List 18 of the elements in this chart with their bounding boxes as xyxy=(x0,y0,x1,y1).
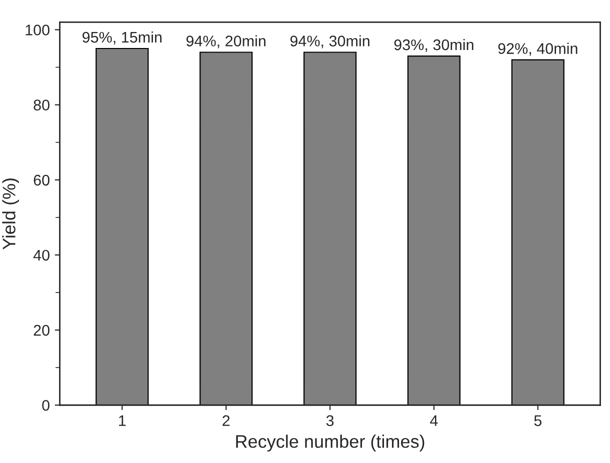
data-label: 94%, 30min xyxy=(290,35,370,48)
x-tick-label: 5 xyxy=(534,415,542,426)
x-tick-label: 1 xyxy=(119,415,126,426)
y-tick-label: 40 xyxy=(33,250,50,261)
data-label: 93%, 30min xyxy=(394,38,474,52)
y-axis-title: Yield (%) xyxy=(2,178,20,250)
data-label: 92%, 40min xyxy=(498,42,578,56)
data-label: 95%, 15min xyxy=(82,31,162,45)
x-tick-label: 3 xyxy=(326,415,334,426)
x-tick-label: 4 xyxy=(430,415,438,426)
x-axis-title: Recycle number (times) xyxy=(236,434,424,452)
x-tick-label: 2 xyxy=(222,415,230,426)
y-tick-label: 0 xyxy=(42,400,50,411)
y-tick-label: 60 xyxy=(34,174,50,186)
y-tick-label: 100 xyxy=(26,24,50,36)
y-tick-label: 20 xyxy=(34,324,50,336)
y-tick-label: 80 xyxy=(34,100,50,110)
data-label: 94%, 20min xyxy=(186,35,266,48)
